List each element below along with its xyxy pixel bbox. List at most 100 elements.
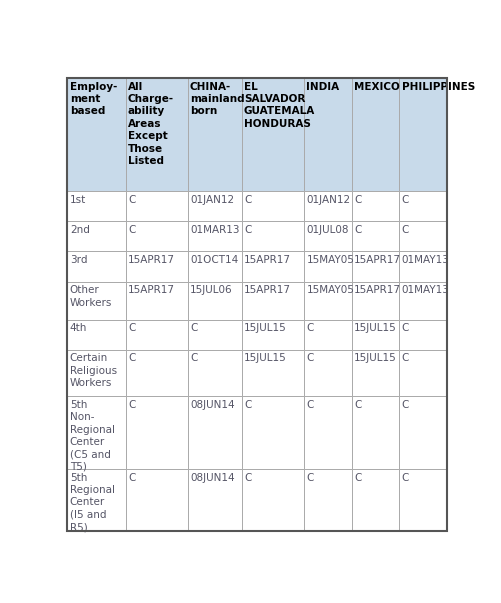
Text: C: C bbox=[128, 195, 135, 205]
Bar bbox=[125, 350, 187, 396]
Bar bbox=[351, 396, 399, 469]
Text: 15MAY05: 15MAY05 bbox=[306, 255, 354, 265]
Bar bbox=[67, 251, 125, 282]
Text: C: C bbox=[243, 400, 251, 410]
Text: C: C bbox=[401, 323, 408, 333]
Text: C: C bbox=[189, 323, 197, 333]
Text: C: C bbox=[353, 225, 361, 235]
Text: Employ-
ment
based: Employ- ment based bbox=[70, 81, 117, 116]
Text: C: C bbox=[306, 473, 313, 482]
Text: 01JAN12: 01JAN12 bbox=[189, 195, 233, 205]
Text: C: C bbox=[306, 323, 313, 333]
Bar bbox=[241, 78, 304, 191]
Bar bbox=[241, 191, 304, 221]
Text: 01JUL08: 01JUL08 bbox=[306, 225, 348, 235]
Text: 08JUN14: 08JUN14 bbox=[189, 400, 234, 410]
Text: 15JUL15: 15JUL15 bbox=[243, 323, 286, 333]
Bar bbox=[187, 221, 241, 251]
Text: C: C bbox=[128, 400, 135, 410]
Text: C: C bbox=[189, 353, 197, 364]
Text: 5th
Regional
Center
(I5 and
R5): 5th Regional Center (I5 and R5) bbox=[70, 473, 115, 532]
Text: 01JAN12: 01JAN12 bbox=[306, 195, 350, 205]
Text: All
Charge-
ability
Areas
Except
Those
Listed: All Charge- ability Areas Except Those L… bbox=[128, 81, 174, 166]
Text: C: C bbox=[353, 195, 361, 205]
Bar bbox=[187, 350, 241, 396]
Text: 15APR17: 15APR17 bbox=[243, 255, 291, 265]
Text: 15APR17: 15APR17 bbox=[128, 285, 175, 295]
Text: C: C bbox=[128, 225, 135, 235]
Bar bbox=[304, 78, 351, 191]
Text: 15JUL15: 15JUL15 bbox=[353, 353, 396, 364]
Bar bbox=[187, 282, 241, 320]
Bar bbox=[399, 396, 446, 469]
Text: 15JUL06: 15JUL06 bbox=[189, 285, 232, 295]
Text: 15JUL15: 15JUL15 bbox=[243, 353, 286, 364]
Bar bbox=[187, 191, 241, 221]
Bar bbox=[241, 469, 304, 531]
Text: INDIA: INDIA bbox=[306, 81, 339, 92]
Text: C: C bbox=[306, 400, 313, 410]
Bar bbox=[67, 320, 125, 350]
Text: 2nd: 2nd bbox=[70, 225, 90, 235]
Bar bbox=[125, 251, 187, 282]
Text: C: C bbox=[401, 353, 408, 364]
Bar bbox=[67, 350, 125, 396]
Bar bbox=[304, 282, 351, 320]
Bar bbox=[351, 469, 399, 531]
Bar bbox=[187, 469, 241, 531]
Text: 1st: 1st bbox=[70, 195, 86, 205]
Text: C: C bbox=[128, 473, 135, 482]
Bar bbox=[125, 396, 187, 469]
Bar bbox=[304, 396, 351, 469]
Bar bbox=[351, 78, 399, 191]
Bar bbox=[399, 191, 446, 221]
Text: C: C bbox=[401, 400, 408, 410]
Bar bbox=[351, 282, 399, 320]
Bar bbox=[67, 396, 125, 469]
Text: 15APR17: 15APR17 bbox=[243, 285, 291, 295]
Text: MEXICO: MEXICO bbox=[353, 81, 399, 92]
Bar bbox=[399, 78, 446, 191]
Bar bbox=[399, 320, 446, 350]
Text: 08JUN14: 08JUN14 bbox=[189, 473, 234, 482]
Bar bbox=[304, 251, 351, 282]
Text: 15APR17: 15APR17 bbox=[128, 255, 175, 265]
Bar bbox=[304, 350, 351, 396]
Bar bbox=[125, 191, 187, 221]
Bar bbox=[304, 469, 351, 531]
Bar bbox=[351, 320, 399, 350]
Text: PHILIPPINES: PHILIPPINES bbox=[401, 81, 474, 92]
Bar bbox=[187, 396, 241, 469]
Text: EL
SALVADOR
GUATEMALA
HONDURAS: EL SALVADOR GUATEMALA HONDURAS bbox=[243, 81, 315, 129]
Bar bbox=[125, 282, 187, 320]
Text: C: C bbox=[401, 473, 408, 482]
Bar bbox=[241, 350, 304, 396]
Text: 01MAR13: 01MAR13 bbox=[189, 225, 239, 235]
Text: C: C bbox=[401, 195, 408, 205]
Bar bbox=[125, 221, 187, 251]
Bar bbox=[67, 469, 125, 531]
Text: C: C bbox=[401, 225, 408, 235]
Text: 4th: 4th bbox=[70, 323, 87, 333]
Bar bbox=[351, 191, 399, 221]
Bar bbox=[187, 320, 241, 350]
Text: C: C bbox=[243, 473, 251, 482]
Text: 15APR17: 15APR17 bbox=[353, 285, 400, 295]
Bar bbox=[399, 251, 446, 282]
Text: CHINA-
mainland
born: CHINA- mainland born bbox=[189, 81, 244, 116]
Text: C: C bbox=[353, 400, 361, 410]
Text: C: C bbox=[128, 353, 135, 364]
Bar bbox=[351, 350, 399, 396]
Bar bbox=[241, 251, 304, 282]
Text: 3rd: 3rd bbox=[70, 255, 87, 265]
Text: Certain
Religious
Workers: Certain Religious Workers bbox=[70, 353, 117, 388]
Text: C: C bbox=[243, 225, 251, 235]
Text: 15JUL15: 15JUL15 bbox=[353, 323, 396, 333]
Bar bbox=[187, 251, 241, 282]
Bar bbox=[67, 282, 125, 320]
Text: 15APR17: 15APR17 bbox=[353, 255, 400, 265]
Bar bbox=[67, 191, 125, 221]
Bar bbox=[67, 78, 125, 191]
Bar bbox=[304, 191, 351, 221]
Bar bbox=[399, 221, 446, 251]
